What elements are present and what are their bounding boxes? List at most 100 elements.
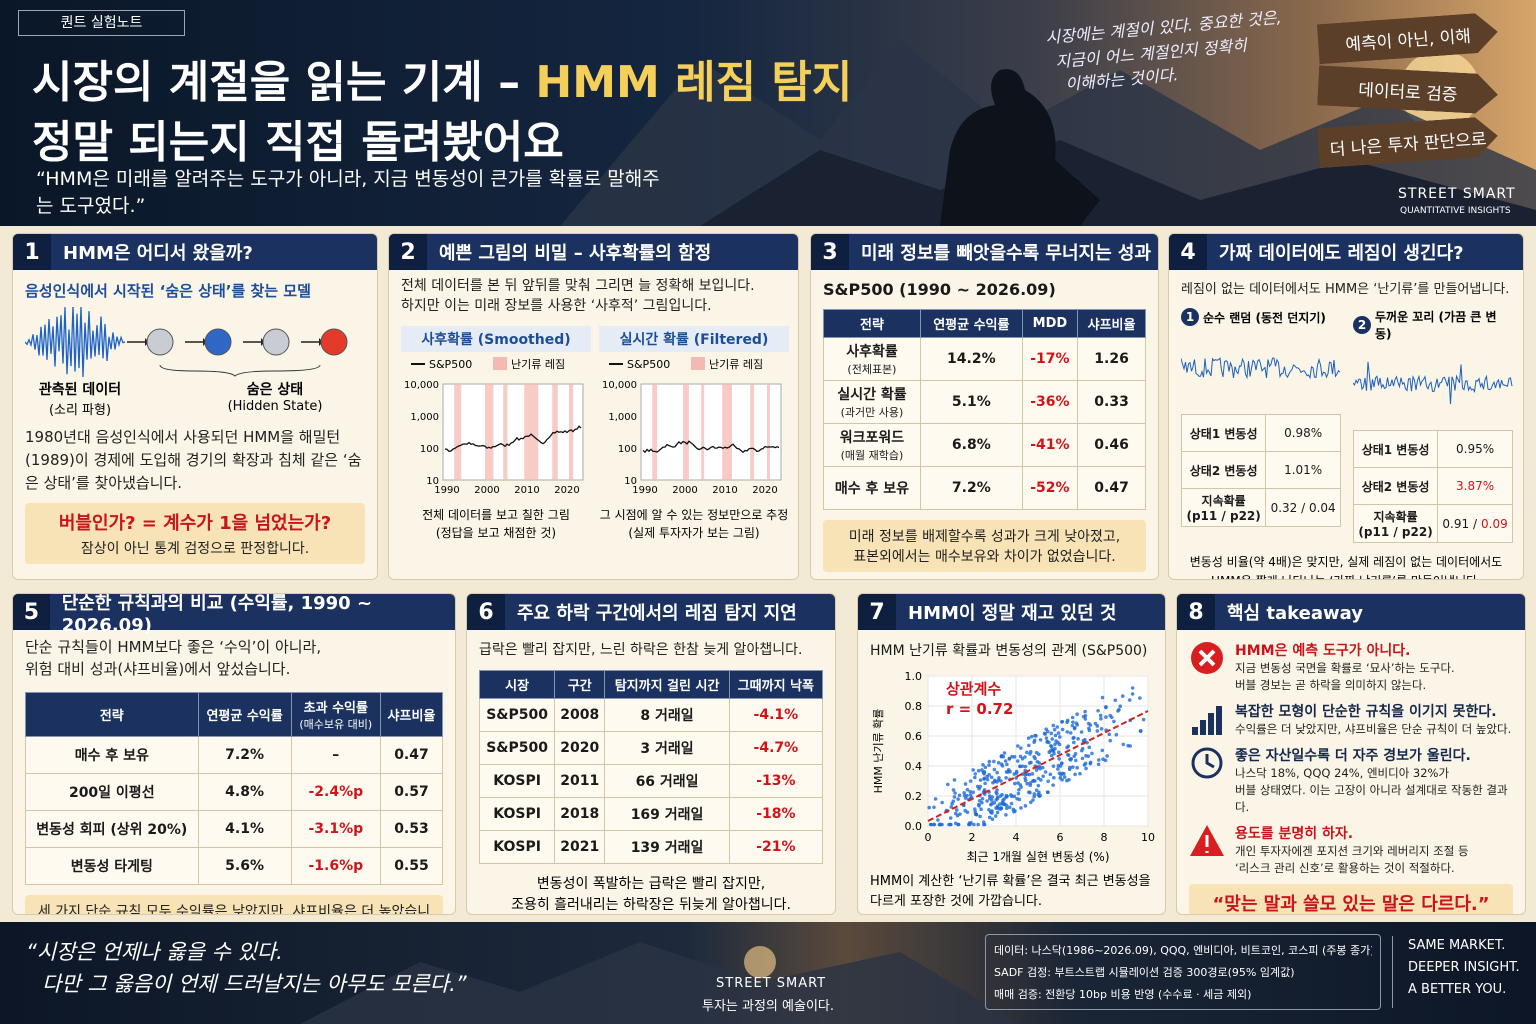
scatter-dot	[1049, 753, 1054, 758]
scatter-dot	[990, 809, 994, 813]
scatter-dot	[1038, 738, 1043, 742]
stats-label-text: 지속확률	[1373, 510, 1418, 524]
table-cell: 변동성 타게팅	[25, 847, 199, 885]
scatter-dot	[1027, 743, 1031, 748]
mini-chart: 실시간 확률 (Filtered) S&P500 난기류 레짐 10,000 1,000…	[599, 326, 789, 542]
takeaway: HMM은 예측 도구가 아니다. 지금 변동성 국면을 확률로 ‘묘사’하는 도구…	[1189, 640, 1513, 694]
takeaway-body: 나스닥 18%, QQQ 24%, 엔비디아 32%가	[1235, 766, 1450, 780]
sign-text: 예측이 아닌, 이해	[1344, 26, 1472, 55]
table-cell: -3.1%p	[290, 810, 381, 848]
scatter-dot	[1057, 742, 1062, 747]
scatter-dot	[1130, 686, 1135, 690]
header-text: 전략	[859, 318, 884, 333]
scatter-dot	[1033, 779, 1037, 783]
scatter-dot	[995, 791, 999, 796]
stats-label: 상태1 변동성	[1352, 430, 1439, 468]
stats-value-text: 0.32 / 0.04	[1270, 500, 1336, 515]
chart-title: 사후확률 (Smoothed)	[401, 326, 591, 352]
scatter-dot	[1074, 758, 1078, 763]
title-part: 시장의 계절을 읽는 기계 –	[32, 57, 536, 108]
scatter-dot	[1042, 731, 1047, 736]
scatter-dot	[954, 808, 959, 812]
table-cell: 2011	[554, 764, 606, 798]
caption: (정답을 보고 채점한 것)	[435, 526, 557, 540]
scatter-dot	[985, 774, 990, 779]
scatter-dot	[1035, 759, 1040, 764]
scatter-dot	[1016, 744, 1020, 748]
scatter-dot	[1114, 732, 1119, 737]
scatter-dot	[1015, 796, 1019, 801]
stats-value: 0.32 / 0.04	[1265, 488, 1341, 527]
hidden-label: 숨은 상태	[246, 382, 304, 398]
cell-text: 1.26	[1094, 351, 1129, 367]
icon-bar	[1192, 727, 1198, 735]
y-tick-label: 10	[624, 476, 637, 487]
table-cell: 0.46	[1077, 423, 1146, 467]
corr-value: r = 0.72	[946, 700, 1013, 718]
table-cell: 200일 이평선	[25, 773, 199, 811]
scatter-dot	[990, 798, 994, 802]
scatter-dot	[1005, 806, 1009, 811]
scatter-dot	[1083, 717, 1088, 721]
hmm-diagram	[24, 305, 348, 378]
scatter-dot	[996, 761, 1001, 765]
table-cell: 7.2%	[197, 736, 292, 774]
panel: 6 주요 하락 구간에서의 레짐 탐지 지연 급락은 빨리 잡지만, 느린 하락은 …	[466, 593, 836, 915]
panel-number: 3	[811, 234, 849, 270]
hidden-state	[262, 328, 290, 356]
scatter-dot	[1104, 715, 1108, 719]
panel: 2 예쁜 그림의 비밀 – 사후확률의 함정 전체 데이터를 본 뒤 앞뒤를 맞춰 …	[388, 233, 799, 580]
table-cell: -18%	[728, 797, 824, 831]
scatter-dot	[1019, 806, 1023, 810]
stats-value-text: 0.95%	[1456, 442, 1495, 456]
stats-label-text: 상태1 변동성	[1189, 426, 1258, 441]
scatter-dot	[1065, 720, 1069, 725]
stats-value: 3.87%	[1437, 467, 1513, 505]
scatter-dot	[982, 776, 987, 781]
observed-label: 관측된 데이터	[38, 382, 122, 398]
table-cell: 변동성 회피 (상위 20%)	[25, 810, 199, 848]
regime-band	[683, 384, 689, 480]
scatter-dot	[987, 794, 992, 798]
x-tick-label: 6	[1057, 831, 1064, 844]
scatter-dot	[1058, 776, 1063, 780]
hidden-state	[146, 328, 174, 356]
notes-box: 데이터: 나스닥(1986~2026.09), QQQ, 엔비디아, 비트코인,…	[985, 934, 1381, 1010]
scatter-dot	[985, 799, 989, 803]
cell-text: 5.1%	[951, 394, 991, 410]
scatter-dot	[968, 779, 973, 783]
panel: 5 단순한 규칙과의 비교 (수익률, 1990 ~ 2026.09) 단순 규칙들…	[12, 593, 456, 915]
stats-value: 0.91 / 0.09	[1437, 504, 1513, 543]
scatter-dot	[1141, 717, 1146, 722]
regime-band	[503, 384, 508, 480]
summary-line: 표본외에서는 매수보유와 차이가 없었습니다.	[853, 549, 1116, 565]
summary: HMM이 계산한 ‘난기류 확률’은 결국 최근 변동성을 다르게 포장한 것에 …	[870, 872, 1153, 912]
summary-line: HMM은 짧게 나타나는 ‘가짜 난기류’를 만들어냅니다.	[1181, 572, 1511, 579]
table-cell: 0.47	[379, 736, 444, 774]
scatter-dot	[987, 763, 991, 768]
table-cell: 5.6%	[197, 847, 292, 885]
scatter-dot	[1076, 737, 1080, 741]
scatter-dot	[1099, 716, 1103, 721]
scatter-dot	[1054, 739, 1058, 743]
scatter-dot	[1016, 791, 1021, 796]
scatter-dot	[1083, 709, 1087, 714]
caption: (실제 투자자가 보는 그림)	[628, 526, 760, 540]
stats-label-text: (p11 / p22)	[1186, 509, 1261, 523]
takeaway-body: 지금 변동성 국면을 확률로 ‘묘사’하는 도구다.	[1235, 661, 1455, 675]
footer-quote: 다만 그 옳음이 언제 드러날지는 아무도 모른다.”	[42, 972, 467, 996]
summary-line: 변동성이 폭발하는 급락은 빨리 잡지만,	[536, 876, 766, 892]
scatter-dot	[1071, 765, 1075, 769]
panel-header: 1 HMM은 어디서 왔을까?	[13, 234, 377, 270]
cell-text: (매월 재학습)	[840, 449, 904, 462]
panel-header: 4 가짜 데이터에도 레짐이 생긴다?	[1169, 234, 1523, 270]
scatter-dot	[976, 768, 981, 773]
case-number: 2	[1353, 316, 1371, 334]
scatter-dot	[1052, 751, 1056, 756]
legend-swatch	[691, 357, 705, 370]
scatter-dot	[999, 806, 1003, 810]
scatter-dot	[1031, 798, 1035, 802]
x-tick-label: 1990	[632, 485, 657, 496]
scatter-dot	[1060, 771, 1065, 776]
